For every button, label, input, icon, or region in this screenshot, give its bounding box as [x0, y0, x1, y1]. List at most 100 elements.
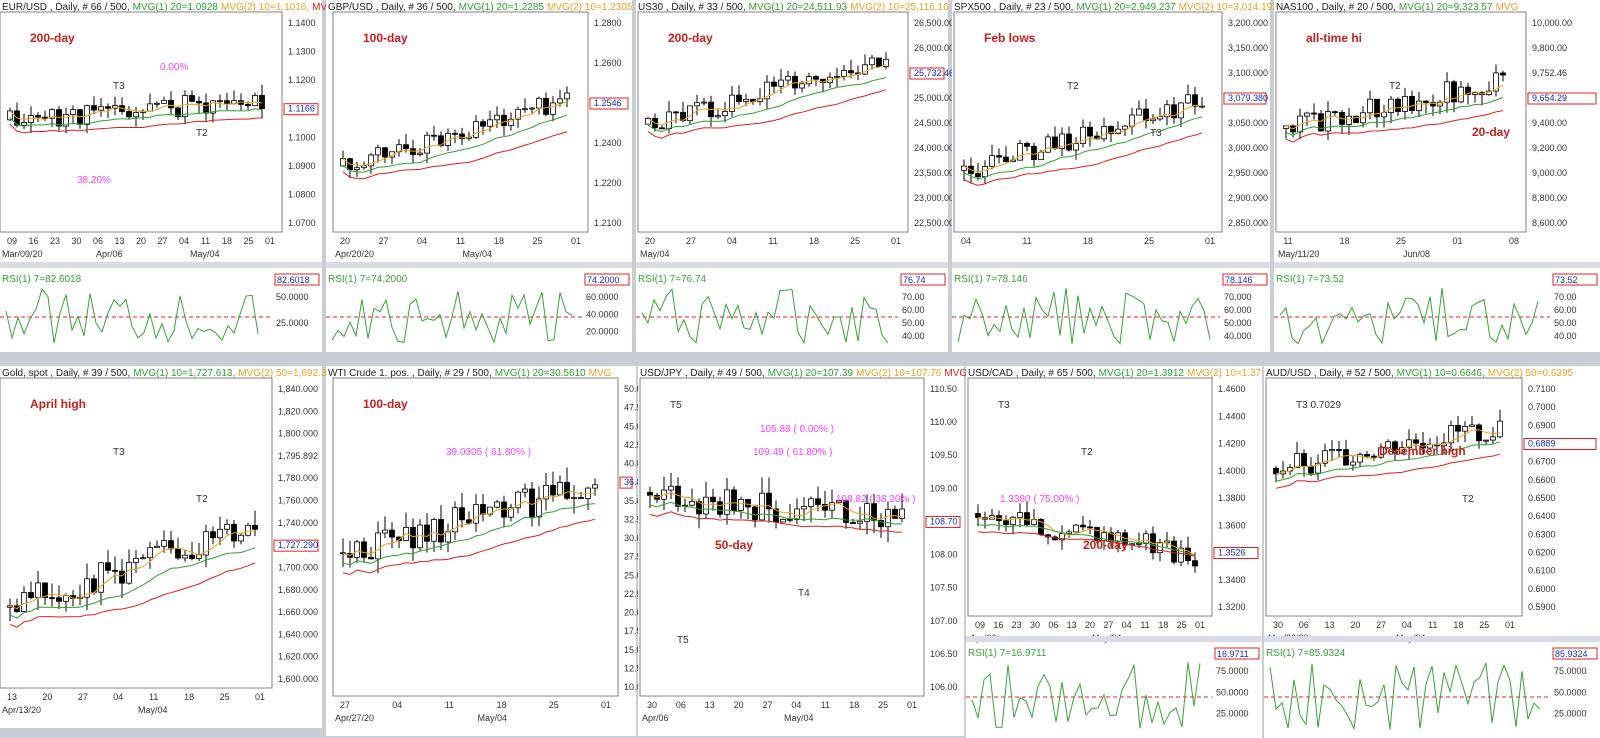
price-axis-label: 109.00 [930, 483, 958, 493]
candle-body [869, 57, 875, 66]
candle-body [536, 97, 542, 109]
candle-body [42, 116, 48, 119]
candle-body [1003, 520, 1009, 525]
candle-body [217, 100, 223, 103]
candle-body [480, 504, 486, 515]
candle-body [452, 507, 458, 533]
last-price-label: 25,732.46 [914, 68, 954, 78]
candle-body [1378, 447, 1384, 458]
candle-body [834, 75, 840, 78]
price-axis-label: 8,600.00 [1532, 218, 1567, 228]
chart-annotation: 108.82 ( 38.20% ) [836, 494, 916, 505]
price-axis-label: 1,620.000 [278, 652, 318, 662]
moving-average-short [977, 516, 1196, 557]
ma2-label: MVG(2) 50=0.6395 [1488, 368, 1574, 379]
price-axis-label: 1.4600 [1218, 384, 1246, 394]
candle-body [764, 81, 770, 100]
candle-body [1329, 449, 1335, 452]
panel-title: USD/JPY , Daily, # 49 / 500, [640, 368, 765, 379]
price-axis-label: 1,820.000 [278, 406, 318, 416]
panel-header: SPX500 , Daily, # 23 / 500, MVG(1) 20=2,9… [954, 2, 1278, 13]
price-axis-label: 1,700.000 [278, 562, 318, 572]
ma2-label: MVG(2) 10=3,014.193 [1179, 2, 1279, 13]
plot-frame [639, 377, 925, 697]
last-price-label: 1.1166 [288, 104, 315, 114]
last-price-label: 1.3526 [1218, 548, 1246, 558]
rsi-title: RSI(1) 7=82.6018 [2, 274, 82, 285]
date-axis-label: 13 [705, 700, 715, 710]
moving-average-short [963, 104, 1203, 173]
date-axis-label: 27 [1376, 620, 1386, 630]
pane-splitter [1264, 636, 1600, 642]
candle-body [494, 114, 500, 121]
candle-body [687, 105, 693, 122]
candle-body [1423, 100, 1429, 104]
candle-body [876, 57, 882, 67]
candle-body [1308, 466, 1314, 474]
date-axis-month: May/04 [478, 713, 508, 723]
chart-panel-nas100: NAS100 , Daily, # 20 / 500, MVG(1) 20=9,3… [1274, 0, 1600, 352]
chart-annotation: T5 [670, 400, 682, 411]
moving-average-short [647, 64, 887, 126]
date-axis-label: 27 [378, 236, 388, 246]
rsi-axis-label: 70.00 [1554, 292, 1577, 302]
date-axis-label: 18 [1339, 236, 1349, 246]
candle-body [694, 102, 700, 107]
candle-body [785, 75, 791, 81]
candle-body [1458, 86, 1464, 103]
candle-body [1332, 111, 1338, 114]
candle-body [508, 118, 514, 126]
chart-panel-spx500: SPX500 , Daily, # 23 / 500, MVG(1) 20=2,9… [952, 0, 1278, 352]
candle-body [1115, 128, 1121, 135]
date-axis-label: 01 [1195, 620, 1205, 630]
panel-header: US30 , Daily, # 33 / 500, MVG(1) 20=24,51… [638, 2, 949, 13]
candle-series [961, 84, 1205, 184]
rsi-line [1269, 662, 1541, 731]
ma3-label: MVG [312, 2, 335, 13]
candle-body [1185, 94, 1191, 104]
candle-body [647, 491, 653, 496]
candle-body [550, 102, 556, 115]
last-price-box [909, 67, 945, 80]
moving-average-short [9, 530, 255, 610]
chart-annotation: T5 [677, 635, 689, 646]
date-axis-label: 01 [891, 236, 901, 246]
panel-title: Gold, spot , Daily, # 39 / 500, [2, 368, 130, 379]
rsi-title: RSI(1) 7=85.9324 [1266, 648, 1346, 659]
price-axis-label: 0.6000 [1528, 584, 1556, 594]
candle-body [1416, 100, 1422, 112]
rsi-title: RSI(1) 7=74.2000 [328, 274, 408, 285]
candle-body [1448, 425, 1454, 444]
panel-header: WTI Crude 1. pos. , Daily, # 29 / 500, MV… [328, 368, 612, 379]
date-axis-label: 25 [1177, 620, 1187, 630]
date-axis-label: 11 [149, 692, 158, 702]
candle-body [1469, 424, 1475, 427]
panel-title: EUR/USD , Daily, # 66 / 500, [2, 2, 130, 13]
candle-body [794, 508, 800, 520]
rsi-line [5, 288, 259, 344]
price-axis-label: 1.2200 [594, 178, 622, 188]
rsi-axis-label: 75.0000 [1554, 666, 1587, 676]
date-axis-label: 25 [878, 700, 888, 710]
chart-panel-us30: US30 , Daily, # 33 / 500, MVG(1) 20=24,51… [636, 0, 954, 352]
date-axis-label: 25 [549, 700, 559, 710]
moving-average-long [9, 562, 256, 628]
candle-body [70, 109, 76, 115]
date-axis-label: 23 [50, 236, 60, 246]
date-axis-month: Apr/20/20 [335, 249, 374, 259]
rsi-value-box [274, 273, 320, 286]
candle-body [1192, 94, 1198, 107]
candle-body [1115, 532, 1121, 542]
price-axis-label: 107.00 [930, 616, 958, 626]
rsi-axis-label: 25.0000 [1216, 709, 1249, 719]
candle-body [175, 107, 181, 118]
rsi-line [971, 662, 1201, 729]
candle-body [666, 111, 672, 130]
date-axis-label: 20 [340, 236, 350, 246]
candle-body [857, 520, 863, 524]
date-axis-label: 01 [907, 700, 917, 710]
candle-body [536, 498, 542, 518]
candle-body [1273, 467, 1279, 475]
chart-annotation: T3 [113, 447, 125, 458]
date-axis-label: 04 [1122, 620, 1132, 630]
